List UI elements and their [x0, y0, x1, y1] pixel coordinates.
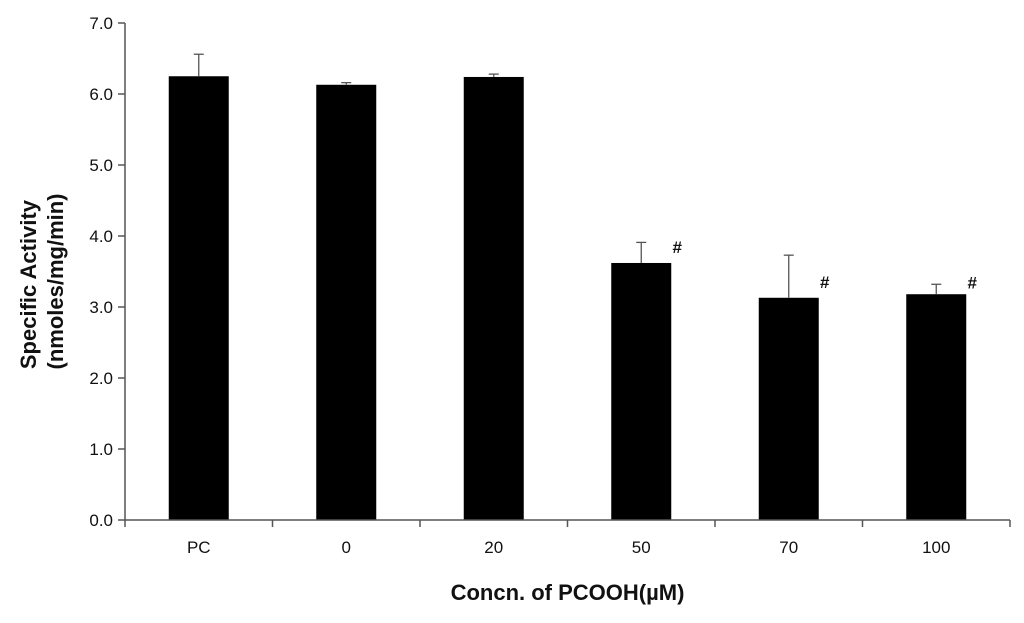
y-tick-label: 7.0 [89, 14, 113, 33]
y-tick-label: 1.0 [89, 440, 113, 459]
bar-100 [906, 294, 967, 520]
x-ticks-layer: PC 0 20 50 70 100 [124, 520, 1011, 557]
error-bars-layer [193, 53, 942, 298]
bar-PC [168, 76, 229, 520]
y-ticks-layer: 0.0 1.0 2.0 3.0 4.0 5.0 6.0 7.0 [89, 14, 125, 530]
significance-marker-50: # [673, 238, 683, 257]
significance-marker-70: # [820, 273, 830, 292]
bar-50 [611, 262, 672, 520]
bar-70 [758, 297, 819, 520]
y-tick-label: 2.0 [89, 369, 113, 388]
x-tick-label-20: 20 [484, 538, 503, 557]
y-tick-label: 3.0 [89, 298, 113, 317]
bar-20 [463, 76, 524, 521]
significance-markers-layer: # # # [673, 238, 978, 292]
y-axis-title-main: Specific Activity [16, 199, 41, 369]
y-tick-label: 5.0 [89, 156, 113, 175]
significance-marker-100: # [968, 273, 978, 292]
x-axis-title: Concn. of PCOOH(µM) [451, 580, 685, 605]
x-tick-label-PC: PC [187, 538, 211, 557]
bars-layer [168, 76, 967, 521]
axes-layer [124, 23, 1010, 521]
x-tick-label-50: 50 [632, 538, 651, 557]
x-tick-label-70: 70 [779, 538, 798, 557]
y-tick-label: 6.0 [89, 85, 113, 104]
y-axis-title-unit: (nmoles/mg/min) [43, 193, 68, 369]
y-tick-label: 4.0 [89, 227, 113, 246]
x-tick-label-0: 0 [342, 538, 351, 557]
x-tick-label-100: 100 [922, 538, 950, 557]
y-tick-label: 0.0 [89, 511, 113, 530]
bar-0 [316, 84, 377, 521]
y-axis-title: Specific Activity (nmoles/mg/min) [16, 193, 68, 369]
